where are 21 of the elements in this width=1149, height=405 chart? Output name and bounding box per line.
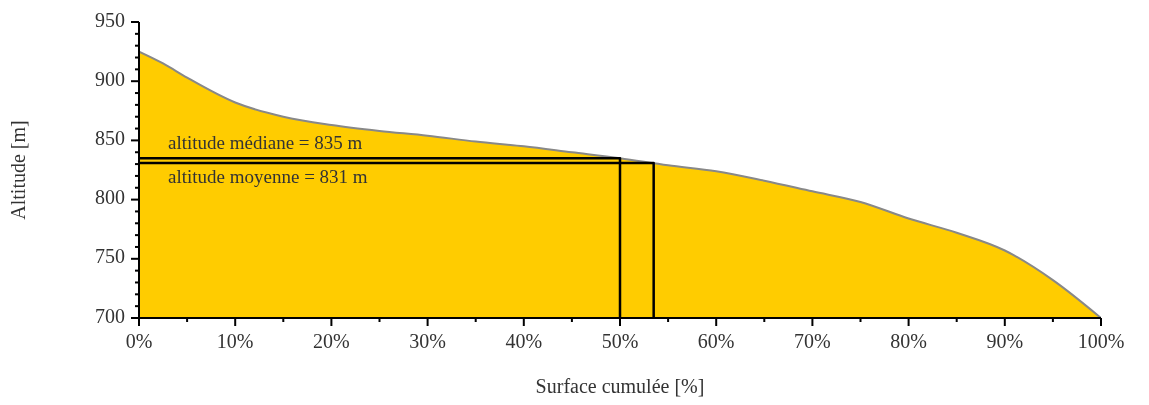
- annotation: altitude médiane = 835 m: [168, 132, 363, 154]
- x-axis-title: Surface cumulée [%]: [535, 375, 705, 397]
- y-tick-label: 900: [95, 67, 125, 90]
- y-tick-label: 800: [95, 186, 125, 209]
- x-tick-label: 30%: [409, 330, 446, 352]
- x-tick-label: 70%: [794, 330, 831, 352]
- x-tick-label: 0%: [125, 330, 153, 352]
- x-tick-label: 10%: [216, 330, 254, 352]
- y-tick-label: 700: [95, 304, 125, 327]
- x-tick-label: 50%: [601, 330, 639, 352]
- y-tick-label: 850: [95, 126, 125, 149]
- annotation: altitude moyenne = 831 m: [168, 166, 368, 188]
- x-tick-label: 20%: [313, 330, 350, 352]
- y-tick-label: 950: [95, 8, 125, 31]
- x-tick-label: 40%: [505, 330, 543, 352]
- x-tick-label: 90%: [986, 330, 1024, 352]
- x-tick-label: 60%: [697, 330, 735, 352]
- x-tick-label: 80%: [890, 330, 927, 352]
- y-axis-title: Altitude [m]: [7, 120, 30, 220]
- y-tick-label: 750: [95, 245, 125, 268]
- x-tick-label: 100%: [1077, 330, 1125, 352]
